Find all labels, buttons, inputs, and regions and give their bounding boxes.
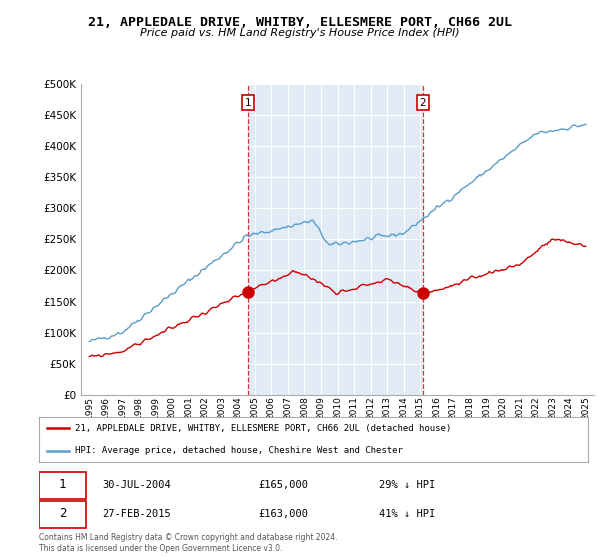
Text: HPI: Average price, detached house, Cheshire West and Chester: HPI: Average price, detached house, Ches… (74, 446, 403, 455)
Text: 1: 1 (59, 478, 67, 491)
FancyBboxPatch shape (39, 501, 86, 528)
Text: Price paid vs. HM Land Registry's House Price Index (HPI): Price paid vs. HM Land Registry's House … (140, 28, 460, 38)
Text: 2: 2 (59, 507, 67, 520)
FancyBboxPatch shape (39, 472, 86, 499)
Text: 41% ↓ HPI: 41% ↓ HPI (379, 509, 436, 519)
Text: 21, APPLEDALE DRIVE, WHITBY, ELLESMERE PORT, CH66 2UL: 21, APPLEDALE DRIVE, WHITBY, ELLESMERE P… (88, 16, 512, 29)
Text: £163,000: £163,000 (259, 509, 308, 519)
Text: 27-FEB-2015: 27-FEB-2015 (102, 509, 171, 519)
Bar (248, 84, 423, 395)
Text: Contains HM Land Registry data © Crown copyright and database right 2024.
This d: Contains HM Land Registry data © Crown c… (39, 533, 337, 553)
Text: 21, APPLEDALE DRIVE, WHITBY, ELLESMERE PORT, CH66 2UL (detached house): 21, APPLEDALE DRIVE, WHITBY, ELLESMERE P… (74, 424, 451, 433)
Text: 29% ↓ HPI: 29% ↓ HPI (379, 480, 436, 490)
Text: 2: 2 (420, 97, 427, 108)
Text: £165,000: £165,000 (259, 480, 308, 490)
Text: 1: 1 (244, 97, 251, 108)
Text: 30-JUL-2004: 30-JUL-2004 (102, 480, 171, 490)
